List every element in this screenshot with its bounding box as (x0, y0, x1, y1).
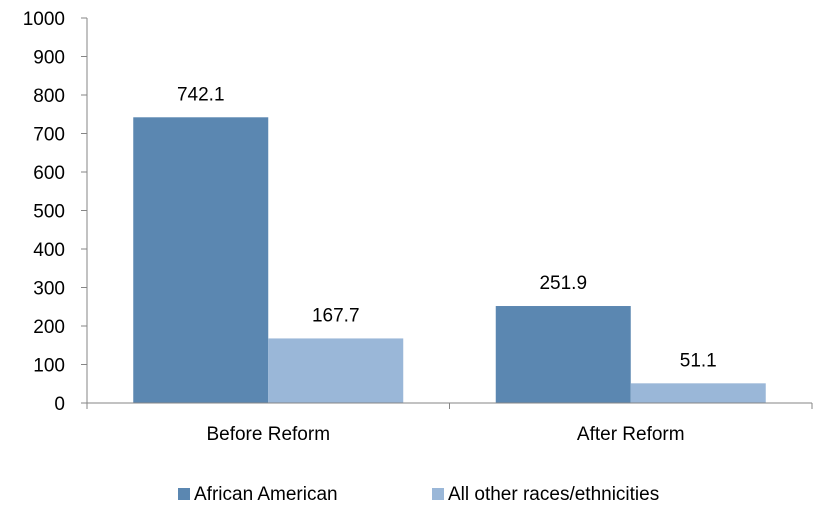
legend-swatch (432, 488, 444, 500)
y-tick-label: 300 (33, 279, 65, 300)
bar (133, 117, 269, 403)
y-tick-label: 500 (33, 202, 65, 223)
y-tick-label: 600 (33, 163, 65, 184)
data-label: 251.9 (539, 273, 587, 294)
x-category-label: After Reform (577, 424, 685, 445)
x-axis-category-labels: Before Reform After Reform (206, 424, 684, 445)
data-label: 742.1 (177, 84, 225, 105)
bar (630, 383, 766, 403)
y-tick-label: 800 (33, 86, 65, 107)
y-tick-label: 0 (54, 394, 65, 415)
y-tick-label: 200 (33, 317, 65, 338)
data-label: 51.1 (680, 350, 717, 371)
legend-label: All other races/ethnicities (448, 484, 659, 505)
legend-swatch (178, 488, 190, 500)
y-tick-label: 900 (33, 48, 65, 69)
bar (268, 338, 404, 403)
y-tick-label: 400 (33, 240, 65, 261)
axes (86, 18, 813, 409)
data-label: 167.7 (312, 305, 360, 326)
y-tick-label: 100 (33, 356, 65, 377)
data-labels: 742.1 167.7 251.9 51.1 (177, 84, 717, 371)
y-tick-label: 700 (33, 125, 65, 146)
bars (133, 117, 766, 403)
bar (495, 306, 631, 403)
legend: African American All other races/ethnicit… (178, 484, 659, 505)
legend-label: African American (194, 484, 338, 505)
y-axis-ticks: 0 100 200 300 400 500 600 700 800 900 1000 (23, 9, 87, 415)
y-tick-label: 1000 (23, 9, 65, 30)
x-category-label: Before Reform (206, 424, 330, 445)
